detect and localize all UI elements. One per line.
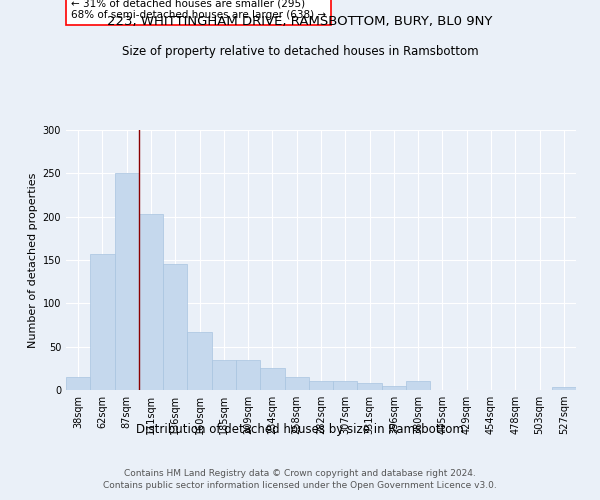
- Text: Distribution of detached houses by size in Ramsbottom: Distribution of detached houses by size …: [136, 422, 464, 436]
- Bar: [187, 332, 212, 390]
- Bar: [260, 368, 284, 390]
- Bar: [552, 388, 576, 390]
- Text: 223 WHITTINGHAM DRIVE: 101sqm
← 31% of detached houses are smaller (295)
68% of : 223 WHITTINGHAM DRIVE: 101sqm ← 31% of d…: [71, 0, 326, 20]
- Text: Contains HM Land Registry data © Crown copyright and database right 2024.
Contai: Contains HM Land Registry data © Crown c…: [103, 468, 497, 490]
- Bar: [236, 360, 260, 390]
- Bar: [309, 382, 333, 390]
- Y-axis label: Number of detached properties: Number of detached properties: [28, 172, 38, 348]
- Bar: [66, 377, 90, 390]
- Bar: [382, 386, 406, 390]
- Bar: [163, 264, 187, 390]
- Bar: [358, 383, 382, 390]
- Bar: [333, 382, 358, 390]
- Bar: [115, 174, 139, 390]
- Bar: [139, 214, 163, 390]
- Text: 223, WHITTINGHAM DRIVE, RAMSBOTTOM, BURY, BL0 9NY: 223, WHITTINGHAM DRIVE, RAMSBOTTOM, BURY…: [107, 15, 493, 28]
- Text: Size of property relative to detached houses in Ramsbottom: Size of property relative to detached ho…: [122, 45, 478, 58]
- Bar: [406, 382, 430, 390]
- Bar: [284, 377, 309, 390]
- Bar: [90, 254, 115, 390]
- Bar: [212, 360, 236, 390]
